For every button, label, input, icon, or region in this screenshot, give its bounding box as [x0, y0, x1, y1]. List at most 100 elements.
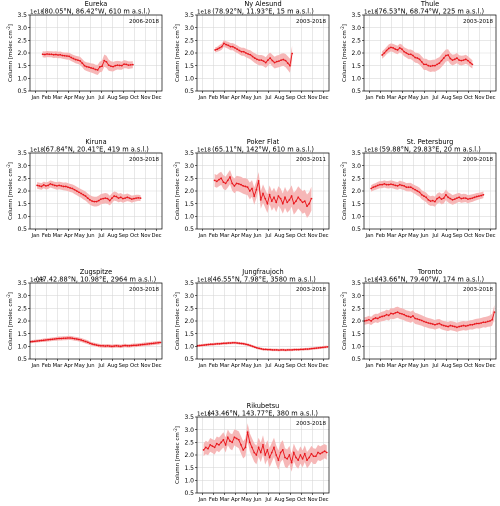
data-point — [75, 190, 78, 192]
data-point — [447, 196, 450, 199]
x-tick-label: Feb — [376, 233, 386, 239]
x-tick-label: Jan — [365, 95, 374, 101]
data-point — [80, 192, 83, 195]
data-point — [451, 59, 454, 61]
data-point — [122, 197, 124, 200]
data-point — [45, 185, 47, 187]
data-point — [71, 187, 74, 190]
y-axis-label-close: ] — [175, 162, 181, 164]
data-point — [269, 348, 272, 351]
data-point — [434, 323, 436, 326]
data-point — [464, 197, 467, 199]
data-point — [414, 188, 417, 191]
data-point — [438, 196, 441, 199]
data-point — [464, 58, 467, 61]
x-tick-label: Nov — [307, 363, 317, 369]
x-tick-label: Feb — [42, 233, 52, 239]
data-point — [275, 454, 278, 456]
data-point — [104, 197, 107, 199]
x-tick-label: Apr — [231, 95, 241, 101]
x-tick-label: Nov — [307, 95, 317, 101]
data-point — [473, 323, 476, 325]
data-point — [124, 344, 127, 347]
y-tick-label: 3.0 — [184, 427, 194, 434]
x-tick-label: May — [74, 233, 85, 239]
data-point — [264, 61, 267, 64]
data-point — [236, 342, 239, 344]
data-point — [234, 341, 236, 344]
y-tick-label: 2.5 — [17, 306, 27, 313]
data-point — [319, 346, 322, 349]
data-point — [262, 348, 265, 351]
data-point — [469, 323, 472, 326]
y-tick-label: 0.5 — [184, 226, 194, 233]
y-tick-label: 3.0 — [184, 293, 194, 300]
y-axis-label-sup: -2 — [173, 428, 178, 432]
data-point — [436, 323, 439, 325]
data-point — [215, 442, 218, 445]
data-point — [310, 452, 313, 455]
x-tick-label: Nov — [474, 233, 484, 239]
data-point — [381, 315, 384, 318]
data-point — [130, 198, 133, 201]
y-tick-label: 3.5 — [17, 12, 27, 19]
data-point — [299, 454, 302, 456]
data-point — [280, 59, 283, 61]
data-point — [431, 199, 434, 202]
data-point — [93, 200, 96, 203]
data-point — [122, 344, 124, 347]
x-tick-label: Jan — [31, 233, 40, 239]
x-tick-label: May — [241, 233, 252, 239]
data-point — [258, 59, 261, 61]
data-point — [98, 66, 101, 68]
x-tick-label: Dec — [318, 95, 328, 101]
data-point — [467, 198, 469, 201]
data-point — [90, 67, 92, 69]
data-point — [218, 342, 221, 345]
data-point — [120, 64, 123, 67]
data-point — [113, 345, 116, 347]
x-tick-label: Aug — [107, 233, 117, 239]
y-axis-label-main: Column [molec cm — [8, 30, 14, 82]
x-tick-label: Jul — [264, 363, 271, 369]
x-tick-label: Aug — [441, 363, 451, 369]
data-point — [409, 316, 412, 319]
y-tick-label: 1.5 — [17, 331, 27, 338]
y-axis-label-close: ] — [342, 292, 348, 294]
data-point — [251, 55, 254, 58]
data-point — [229, 45, 232, 48]
data-point — [438, 62, 441, 65]
data-point — [34, 340, 36, 343]
data-point — [396, 311, 399, 314]
data-point — [86, 341, 89, 344]
data-point — [60, 337, 63, 340]
data-point — [70, 56, 73, 59]
x-tick-label: Jun — [85, 95, 94, 101]
x-tick-label: Aug — [274, 95, 284, 101]
x-tick-label: Feb — [42, 95, 52, 101]
x-tick-label: Jul — [97, 95, 104, 101]
y-tick-label: 1.0 — [184, 76, 194, 83]
data-point — [253, 346, 256, 348]
x-tick-label: Apr — [231, 497, 241, 503]
data-point — [257, 179, 260, 182]
data-point — [486, 320, 489, 323]
data-point — [242, 185, 245, 187]
x-tick-label: May — [74, 95, 85, 101]
data-point — [268, 193, 271, 196]
x-tick-label: Jun — [252, 233, 261, 239]
y-tick-label: 1.5 — [184, 201, 194, 208]
data-point — [104, 345, 107, 347]
x-tick-label: Aug — [107, 95, 117, 101]
data-point — [63, 54, 66, 57]
data-point — [52, 53, 55, 56]
data-point — [257, 446, 260, 449]
data-point — [209, 443, 212, 446]
data-point — [251, 187, 253, 190]
data-point — [64, 337, 67, 340]
data-point — [231, 182, 234, 185]
x-tick-label: May — [74, 363, 85, 369]
data-point — [423, 63, 425, 66]
data-point — [451, 198, 454, 201]
y-axis-label: Column [molec cm-2] — [340, 24, 348, 82]
